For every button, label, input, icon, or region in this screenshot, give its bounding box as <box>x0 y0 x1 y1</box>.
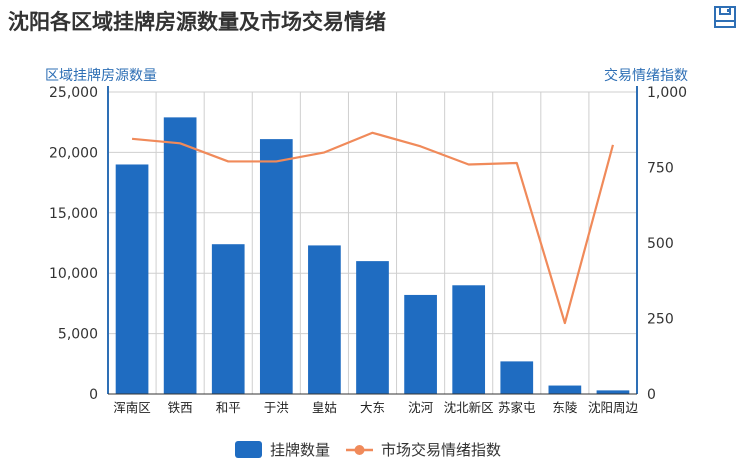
y-left-tick-label: 25,000 <box>49 85 98 101</box>
bar-沈北新区 <box>452 285 486 394</box>
y-right-tick-label: 1,000 <box>647 85 687 101</box>
chart-title: 沈阳各区域挂牌房源数量及市场交易情绪 <box>8 10 386 34</box>
y-left-axis-name: 区域挂牌房源数量 <box>45 67 157 84</box>
y-right-tick-label: 750 <box>647 161 674 177</box>
legend: 挂牌数量 市场交易情绪指数 <box>235 441 501 459</box>
line-series <box>131 131 615 325</box>
y-left-tick-label: 10,000 <box>49 266 98 282</box>
legend-line-label: 市场交易情绪指数 <box>381 441 501 459</box>
x-tick-label: 苏家屯 <box>498 400 536 415</box>
axes: 0 5,000 10,000 15,000 20,000 25,000 0 250 500 750… <box>45 67 688 415</box>
bar-东陵 <box>548 385 582 394</box>
y-right-tick-label: 500 <box>647 236 674 252</box>
x-tick-label: 浑南区 <box>113 400 151 415</box>
bar-于洪 <box>259 139 293 394</box>
x-tick-label: 和平 <box>216 400 241 415</box>
bar-铁西 <box>163 117 197 395</box>
y-left-tick-label: 15,000 <box>49 206 98 222</box>
x-tick-label: 皇姑 <box>312 400 337 415</box>
x-tick-label: 沈河 <box>408 400 434 415</box>
y-left-tick-label: 5,000 <box>58 327 98 343</box>
bar-沈河 <box>404 294 437 394</box>
y-right-tick-label: 250 <box>647 312 674 328</box>
bar-皇姑 <box>308 245 341 394</box>
bar-苏家屯 <box>500 361 534 394</box>
save-icon-button[interactable] <box>713 6 737 28</box>
bar-大东 <box>356 261 389 394</box>
save-icon <box>714 6 736 28</box>
legend-line-marker <box>354 445 365 455</box>
x-tick-label: 沈北新区 <box>444 400 494 415</box>
x-tick-label: 东陵 <box>552 400 578 415</box>
bar-浑南区 <box>115 164 149 394</box>
bar-和平 <box>211 244 245 394</box>
y-right-axis-name: 交易情绪指数 <box>604 67 688 84</box>
legend-bar-swatch <box>235 441 262 458</box>
bar-沈阳周边 <box>596 390 630 394</box>
y-left-tick-label: 0 <box>89 387 98 403</box>
legend-bar-label: 挂牌数量 <box>270 441 330 459</box>
bar-series <box>115 117 630 395</box>
x-tick-label: 于洪 <box>264 400 289 415</box>
x-tick-label: 大东 <box>360 400 385 415</box>
y-left-tick-label: 20,000 <box>49 145 98 161</box>
x-tick-label: 沈阳周边 <box>588 400 639 415</box>
y-right-tick-label: 0 <box>647 387 656 403</box>
x-tick-label: 铁西 <box>168 400 193 415</box>
